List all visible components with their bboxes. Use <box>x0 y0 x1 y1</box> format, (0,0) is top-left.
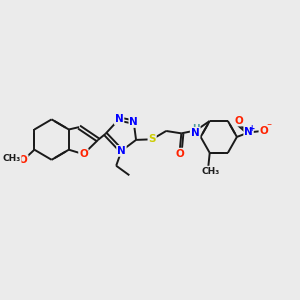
Text: N: N <box>191 128 200 138</box>
Text: N: N <box>117 146 126 156</box>
Text: O: O <box>19 155 28 165</box>
Text: S: S <box>148 134 156 144</box>
Text: H: H <box>192 124 200 133</box>
Text: N: N <box>129 117 138 127</box>
Text: N: N <box>244 128 253 137</box>
Text: CH₃: CH₃ <box>2 154 21 163</box>
Text: O: O <box>235 116 244 126</box>
Text: O: O <box>260 126 268 136</box>
Text: N: N <box>115 114 124 124</box>
Text: O: O <box>79 149 88 159</box>
Text: +: + <box>248 124 255 133</box>
Text: ⁻: ⁻ <box>266 122 271 132</box>
Text: O: O <box>176 148 184 159</box>
Text: CH₃: CH₃ <box>201 167 219 176</box>
